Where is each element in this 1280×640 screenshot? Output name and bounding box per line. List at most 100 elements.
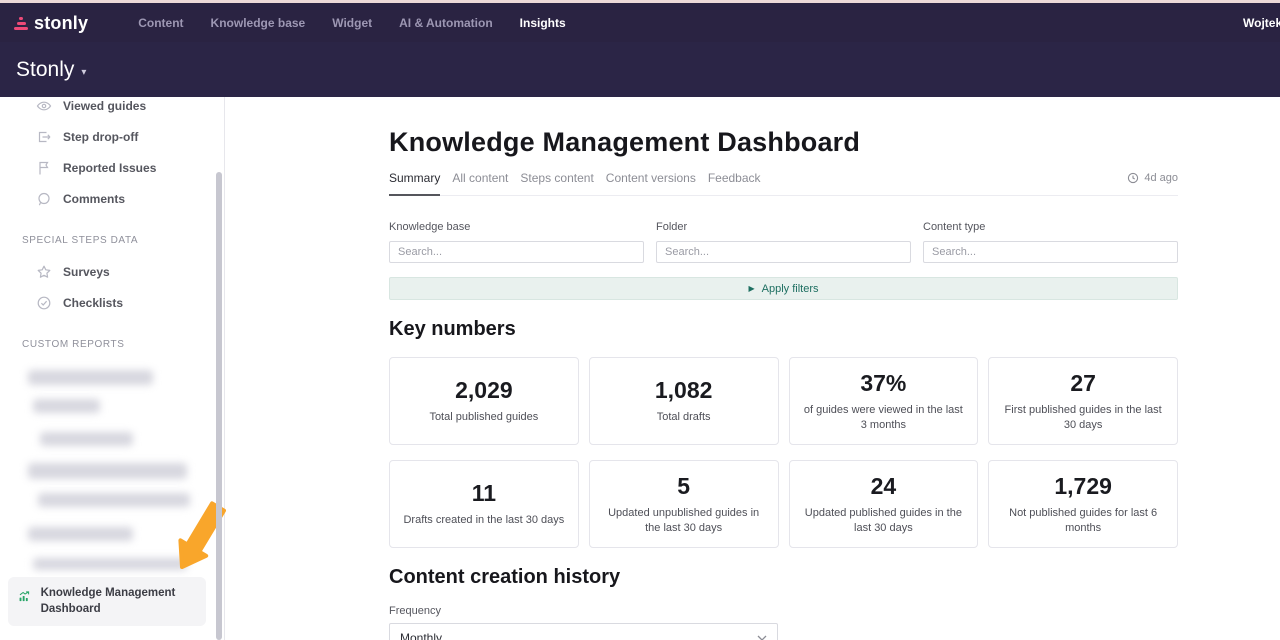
frequency-label: Frequency (389, 605, 441, 617)
chevron-down-icon (757, 635, 767, 640)
sidebar-item-viewed-guides[interactable]: Viewed guides (36, 98, 146, 114)
filter-folder: Folder (656, 221, 911, 263)
stat-label: Drafts created in the last 30 days (403, 514, 565, 527)
stat-card-updated-published: 24 Updated published guides in the last … (788, 460, 979, 548)
redacted-report-item[interactable] (38, 493, 190, 507)
redacted-report-item[interactable] (40, 432, 133, 446)
play-icon: ▶ (748, 283, 755, 293)
sidebar-section-custom-reports: CUSTOM REPORTS (22, 339, 125, 350)
sidebar-item-label: Step drop-off (63, 130, 139, 144)
eye-icon (36, 101, 52, 111)
flag-icon (39, 161, 49, 175)
sidebar-scrollbar[interactable] (216, 172, 222, 640)
key-numbers-heading: Key numbers (389, 318, 516, 340)
stat-value: 5 (677, 473, 691, 500)
sidebar-item-surveys[interactable]: Surveys (36, 264, 110, 280)
star-icon (37, 265, 51, 278)
sidebar-item-label: Surveys (63, 265, 110, 279)
tab-content-versions[interactable]: Content versions (605, 171, 696, 185)
filter-label: Content type (923, 221, 986, 233)
sidebar-item-comments[interactable]: Comments (36, 191, 125, 207)
stat-value: 1,729 (1054, 473, 1112, 500)
top-navigation-bar: stonly Content Knowledge base Widget AI … (0, 3, 1280, 42)
redacted-report-item[interactable] (28, 463, 187, 479)
nav-item-ai-automation[interactable]: AI & Automation (399, 15, 493, 30)
nav-item-content[interactable]: Content (138, 15, 184, 30)
top-accent-strip (0, 0, 1280, 3)
key-numbers-grid: 2,029 Total published guides 1,082 Total… (389, 357, 1178, 548)
chart-icon (19, 591, 30, 602)
stonly-logo-icon (14, 16, 28, 30)
tab-feedback[interactable]: Feedback (707, 171, 761, 185)
stat-label: Updated published guides in the last 30 … (804, 507, 962, 534)
stat-label: of guides were viewed in the last 3 mont… (803, 404, 963, 431)
nav-item-widget[interactable]: Widget (332, 15, 373, 30)
folder-search-input[interactable] (656, 241, 911, 263)
stat-value: 1,082 (654, 377, 713, 404)
nav-item-insights[interactable]: Insights (519, 15, 566, 30)
frequency-value: Monthly (400, 631, 443, 640)
sidebar-item-reported-issues[interactable]: Reported Issues (36, 160, 156, 176)
stat-label: Total drafts (656, 411, 711, 424)
stat-value: 37% (860, 370, 907, 397)
sidebar-section-special-steps: SPECIAL STEPS DATA (22, 235, 139, 246)
sidebar-item-label: Reported Issues (63, 161, 157, 175)
knowledge-base-search-input[interactable] (389, 241, 644, 263)
stat-value: 11 (471, 480, 497, 507)
sidebar-item-knowledge-management-dashboard[interactable]: Knowledge Management Dashboard (8, 577, 206, 627)
dashboard-main: Knowledge Management Dashboard Summary A… (225, 97, 1178, 640)
comment-icon (38, 192, 50, 206)
filter-knowledge-base: Knowledge base (389, 221, 644, 263)
sidebar-item-label: Knowledge Management Dashboard (40, 587, 176, 615)
sidebar-item-label: Comments (63, 192, 126, 206)
redacted-report-item[interactable] (28, 527, 133, 541)
user-menu[interactable]: Wojtek B (1243, 16, 1280, 30)
frequency-select[interactable]: Monthly (389, 623, 778, 640)
sidebar-item-label: Checklists (63, 296, 124, 310)
stat-card-not-published: 1,729 Not published guides for last 6 mo… (988, 460, 1178, 548)
step-drop-off-icon (38, 131, 51, 143)
stat-card-guides-viewed-pct: 37% of guides were viewed in the last 3 … (788, 357, 979, 445)
filter-label: Knowledge base (389, 221, 471, 233)
tab-summary[interactable]: Summary (389, 171, 441, 196)
nav-item-knowledge-base[interactable]: Knowledge base (210, 15, 306, 30)
top-nav-items: Content Knowledge base Widget AI & Autom… (138, 16, 565, 30)
redacted-report-item[interactable] (33, 558, 187, 570)
content-creation-history-heading: Content creation history (389, 566, 621, 588)
apply-filters-button[interactable]: ▶ Apply filters (389, 277, 1178, 300)
sidebar-item-step-drop-off[interactable]: Step drop-off (36, 129, 138, 145)
page-title: Knowledge Management Dashboard (389, 127, 861, 157)
stat-label: Not published guides for last 6 months (1009, 507, 1158, 534)
stonly-logo[interactable]: stonly (14, 10, 106, 36)
stat-card-updated-unpublished: 5 Updated unpublished guides in the last… (588, 460, 779, 548)
stat-card-total-drafts: 1,082 Total drafts (588, 357, 779, 445)
last-updated: 4d ago (1127, 172, 1178, 184)
stat-card-drafts-created: 11 Drafts created in the last 30 days (389, 460, 579, 548)
chevron-down-icon: ▾ (81, 66, 87, 78)
stat-value: 24 (870, 473, 897, 500)
stat-card-first-published: 27 First published guides in the last 30… (988, 357, 1178, 445)
last-updated-text: 4d ago (1144, 172, 1178, 184)
clock-icon (1128, 172, 1139, 184)
stat-card-total-published-guides: 2,029 Total published guides (389, 357, 579, 445)
sidebar-item-label: Viewed guides (63, 99, 147, 113)
logo-text: stonly (34, 12, 89, 33)
filter-content-type: Content type (923, 221, 1178, 263)
checklist-icon (37, 296, 51, 310)
redacted-report-item[interactable] (33, 399, 100, 413)
redacted-report-item[interactable] (28, 370, 153, 385)
filters-row: Knowledge base Folder Content type (389, 221, 1178, 263)
tab-steps-content[interactable]: Steps content (520, 171, 594, 185)
stat-label: Updated unpublished guides in the last 3… (608, 507, 760, 534)
workspace-selector[interactable]: Stonly ▾ (16, 58, 86, 82)
filter-label: Folder (656, 221, 688, 233)
workspace-title: Stonly (16, 57, 75, 81)
apply-filters-label: Apply filters (761, 282, 819, 295)
insights-sidebar: Viewed guides Step drop-off Reported Iss… (0, 97, 226, 640)
content-type-search-input[interactable] (923, 241, 1178, 263)
tab-all-content[interactable]: All content (452, 171, 509, 185)
dashboard-tabs: Summary All content Steps content Conten… (389, 171, 1178, 196)
sidebar-item-checklists[interactable]: Checklists (36, 295, 123, 311)
stat-label: First published guides in the last 30 da… (1004, 404, 1162, 431)
ukraine-flag-icon (94, 13, 106, 22)
